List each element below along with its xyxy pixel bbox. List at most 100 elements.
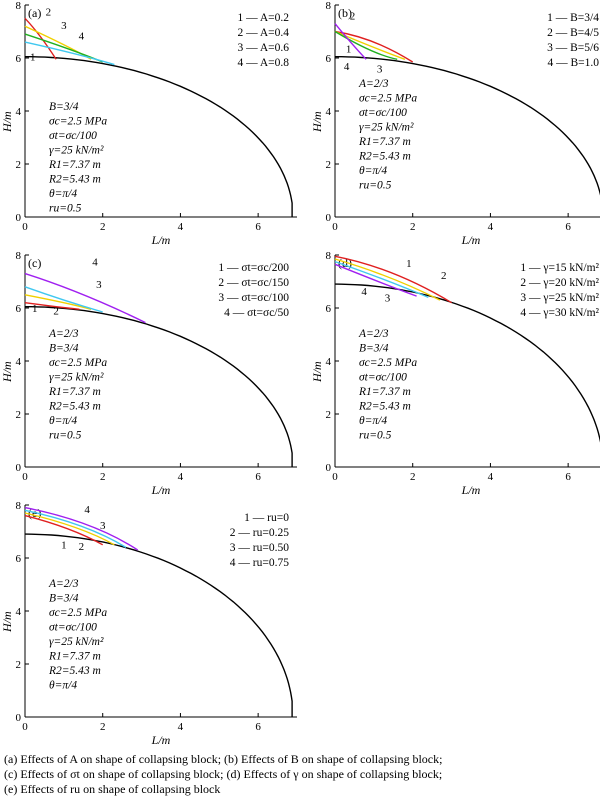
panel-b-boundary-curve <box>335 56 600 196</box>
panel-e-param-2: B=3/4 <box>49 593 79 605</box>
panel-d-x-tick-label: 6 <box>565 471 571 483</box>
panel-d-param-6: R2=5.43 m <box>358 401 411 413</box>
panel-b-x-tick-label: 6 <box>565 221 571 233</box>
panel-e-legend-entry-1: 1 — ru=0 <box>244 512 289 524</box>
panel-a-series-4-line <box>24 41 115 66</box>
panel-b-y-tick-label: 8 <box>326 0 332 12</box>
panel-b-legend-entry-1: 1 — B=3/4 <box>547 12 599 24</box>
panel-d-param-4: σt=σc/100 <box>359 372 407 384</box>
panel-d-y-tick-label: 4 <box>326 356 332 368</box>
panel-d-y-tick-label: 6 <box>326 303 332 315</box>
panel-e-param-5: γ=25 kN/m² <box>49 636 104 648</box>
panel-b-y-axis-label: H/m <box>310 111 324 133</box>
panel-e-series-label-1: 1 <box>61 540 67 552</box>
panel-d-x-axis-label: L/m <box>461 483 481 497</box>
panel-c-param-4: γ=25 kN/m² <box>49 372 104 384</box>
panel-a-series-1-line <box>24 17 57 60</box>
panel-a-param-6: R2=5.43 m <box>48 174 101 186</box>
panel-b-param-7: θ=π/4 <box>359 165 387 177</box>
panel-b-y-tick-label: 0 <box>326 212 332 224</box>
panel-b-series-3-line <box>334 30 398 60</box>
panel-e-series-1-line <box>24 514 104 546</box>
panel-c-boundary-curve <box>25 306 293 467</box>
panel-d-y-axis-label: H/m <box>310 361 324 383</box>
panel-d-param-8: ru=0.5 <box>359 430 392 442</box>
panel-d-series-2-line <box>334 258 441 301</box>
panel-d-x-tick-label: 4 <box>488 471 494 483</box>
panel-e-legend-entry-3: 3 — ru=0.50 <box>230 542 289 554</box>
panel-a-param-8: ru=0.5 <box>49 203 82 215</box>
panel-c-x-tick-label: 0 <box>22 471 28 483</box>
caption-line-3: (e) Effects of ru on shape of collapsing… <box>4 782 221 796</box>
panel-c-param-3: σc=2.5 MPa <box>49 357 107 369</box>
panel-c-y-tick-label: 2 <box>16 409 22 421</box>
panel-e-param-8: θ=π/4 <box>49 680 77 692</box>
panel-e-x-tick-label: 4 <box>178 721 184 733</box>
panel-d-series-3-line <box>334 260 429 299</box>
panel-d-param-2: B=3/4 <box>359 343 389 355</box>
panel-b-x-tick-label: 4 <box>488 221 494 233</box>
panel-c-panel-label: (c) <box>28 256 41 270</box>
panel-c-x-tick-label: 4 <box>178 471 184 483</box>
panel-c-x-tick-label: 6 <box>255 471 261 483</box>
panel-c-y-tick-label: 0 <box>16 462 22 474</box>
panel-c-param-2: B=3/4 <box>49 343 79 355</box>
panel-e-x-tick-label: 0 <box>22 721 28 733</box>
panel-a-y-tick-label: 8 <box>16 0 22 12</box>
panel-c-series-label-2: 2 <box>53 306 59 318</box>
panel-b-y-tick-label: 6 <box>326 53 332 65</box>
panel-b-param-1: A=2/3 <box>358 78 389 90</box>
panel-e-param-6: R1=7.37 m <box>48 651 101 663</box>
panel-e-legend-entry-4: 4 — ru=0.75 <box>230 557 289 569</box>
panel-c-legend-entry-3: 3 — σt=σc/100 <box>218 292 289 304</box>
panel-c-param-8: ru=0.5 <box>49 430 82 442</box>
panel-a-legend-entry-3: 3 — A=0.6 <box>237 42 289 54</box>
panel-d-legend-entry-3: 3 — γ=25 kN/m² <box>520 292 599 304</box>
panel-a-y-tick-label: 6 <box>16 53 22 65</box>
panel-a-series-label-2: 2 <box>46 7 52 19</box>
panel-c-legend-entry-4: 4 — σt=σc/50 <box>224 307 289 319</box>
panel-b-y-tick-label: 4 <box>326 106 332 118</box>
panel-b-legend-entry-3: 3 — B=5/6 <box>547 42 599 54</box>
panel-b-x-axis-label: L/m <box>461 233 481 247</box>
panel-d-series-4-line <box>334 263 417 297</box>
panel-e-legend-entry-2: 2 — ru=0.25 <box>230 527 289 539</box>
panel-e-param-7: R2=5.43 m <box>48 665 101 677</box>
panel-e-x-tick-label: 6 <box>255 721 261 733</box>
panel-a-x-tick-label: 2 <box>100 221 106 233</box>
panel-e-series-4-line <box>24 506 139 551</box>
panel-a-panel-label: (a) <box>28 6 41 20</box>
panel-a-x-tick-label: 6 <box>255 221 261 233</box>
panel-c-y-axis-label: H/m <box>0 361 14 383</box>
panel-b-legend-entry-4: 4 — B=1.0 <box>547 57 599 69</box>
panel-d-x-tick-label: 2 <box>410 471 416 483</box>
panel-a-series-label-1: 1 <box>30 52 36 64</box>
panel-a-boundary-curve <box>25 56 293 217</box>
panel-b-y-tick-label: 2 <box>326 159 332 171</box>
panel-e-y-axis-label: H/m <box>0 611 14 633</box>
panel-d-y-tick-label: 0 <box>326 462 332 474</box>
panel-e-x-tick-label: 2 <box>100 721 106 733</box>
panel-c-series-label-4: 4 <box>92 257 98 269</box>
panel-a-param-2: σc=2.5 MPa <box>49 116 107 128</box>
panel-a-y-axis-label: H/m <box>0 111 14 133</box>
caption-line-2: (c) Effects of σt on shape of collapsing… <box>4 767 443 781</box>
panel-b-series-label-2: 2 <box>350 11 356 23</box>
panel-c-y-tick-label: 6 <box>16 303 22 315</box>
panel-b-param-5: R1=7.37 m <box>358 136 411 148</box>
panel-d-y-tick-label: 2 <box>326 409 332 421</box>
panel-a-y-tick-label: 4 <box>16 106 22 118</box>
panel-c-legend-entry-2: 2 — σt=σc/150 <box>218 277 289 289</box>
panel-d-legend-entry-1: 1 — γ=15 kN/m² <box>520 262 599 274</box>
panel-a-series-label-4: 4 <box>79 30 85 42</box>
panel-c-series-4-line <box>24 272 146 324</box>
panel-d-series-label-2: 2 <box>441 270 447 282</box>
panel-a-x-axis-label: L/m <box>151 233 171 247</box>
panel-a-y-tick-label: 0 <box>16 212 22 224</box>
panel-c-series-label-1: 1 <box>32 303 38 315</box>
panel-a-legend-entry-2: 2 — A=0.4 <box>237 27 289 39</box>
panel-a-param-1: B=3/4 <box>49 101 79 113</box>
panel-b-param-2: σc=2.5 MPa <box>359 93 417 105</box>
panel-c-series-3-line <box>24 286 103 313</box>
